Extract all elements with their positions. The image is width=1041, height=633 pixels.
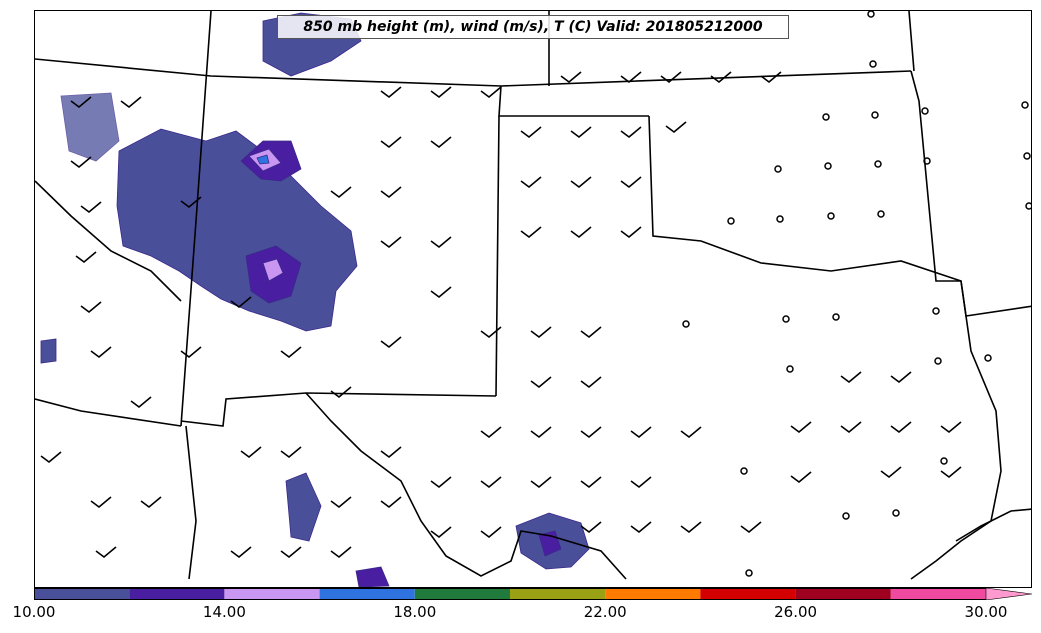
border-kansas-missouri [908, 11, 915, 72]
border-colorado-west [180, 11, 212, 427]
temp-region-utah-streaks [60, 92, 120, 162]
border-utah-nevada [35, 180, 182, 302]
colorbar-tick-label: 10.00 [12, 603, 56, 621]
colorbar-segment [414, 588, 510, 600]
map-title: 850 mb height (m), wind (m/s), T (C) Val… [277, 15, 789, 39]
border-nm-mexico [185, 425, 197, 580]
border-arkansas-la [910, 70, 1031, 317]
wind-barbs [40, 71, 962, 559]
colorbar-segment [605, 588, 701, 600]
temperature-fill-layer [40, 12, 590, 587]
colorbar-segment [795, 588, 891, 600]
border-red-river [648, 115, 962, 282]
state-borders [35, 11, 1031, 580]
colorbar-tick-label: 22.00 [583, 603, 627, 621]
calm-wind-markers [682, 11, 1031, 577]
border-wyoming-south [35, 58, 912, 87]
colorbar-tick-label: 14.00 [202, 603, 246, 621]
colorbar-segment [319, 588, 415, 600]
temp-region-newmexico-west [285, 472, 322, 542]
border-texas-west [305, 392, 627, 580]
colorbar-segment [510, 588, 606, 600]
border-colorado-south [180, 392, 497, 427]
temp-region-nw-coast [40, 338, 57, 364]
colorbar [34, 588, 1033, 600]
colorbar-extend-arrow [985, 588, 1033, 600]
colorbar-segment [34, 588, 130, 600]
map-panel [34, 10, 1032, 588]
border-arizona-nm [35, 398, 182, 427]
colorbar-tick-label: 18.00 [393, 603, 437, 621]
colorbar-tick-label: 26.00 [774, 603, 818, 621]
colorbar-segment [700, 588, 796, 600]
colorbar-outline [34, 588, 986, 600]
temp-region-colorado-blue [256, 154, 270, 165]
border-texas-panhandle [495, 115, 500, 397]
border-gulf-coast [910, 280, 1002, 580]
border-houston-bay [955, 508, 1031, 542]
colorbar-segment [224, 588, 320, 600]
border-oklahoma-panhandle [498, 85, 649, 117]
colorbar-tick-label: 30.00 [964, 603, 1008, 621]
colorbar-segment [129, 588, 225, 600]
map-canvas [35, 11, 1031, 587]
temp-region-sanjuan-light [262, 258, 284, 282]
temp-region-colorado [116, 128, 358, 332]
colorbar-segment [890, 588, 986, 600]
temp-region-newmexico-east [355, 566, 390, 587]
